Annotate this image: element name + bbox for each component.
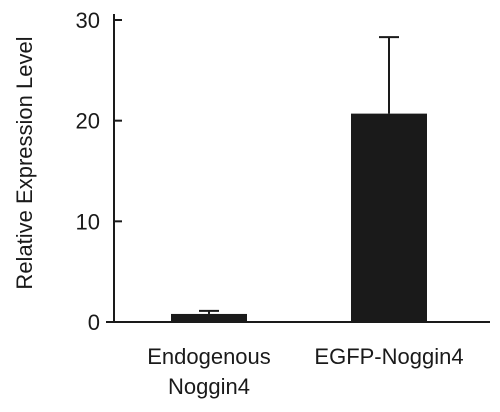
y-tick-label: 30 (76, 8, 100, 33)
category-label: EGFP-Noggin4 (314, 344, 463, 369)
category-labels: Endogenous Noggin4 EGFP-Noggin4 (147, 344, 463, 399)
y-tick-label: 20 (76, 109, 100, 134)
category-label: Endogenous (147, 344, 271, 369)
error-bars (199, 36, 399, 314)
y-axis: 0 10 20 30 (76, 8, 122, 335)
bar (351, 113, 427, 323)
bars (171, 113, 427, 323)
y-tick-label: 0 (88, 310, 100, 335)
y-axis-title: Relative Expression Level (12, 36, 37, 289)
y-tick-label: 10 (76, 209, 100, 234)
bar (171, 313, 247, 322)
category-label: Noggin4 (168, 374, 250, 399)
